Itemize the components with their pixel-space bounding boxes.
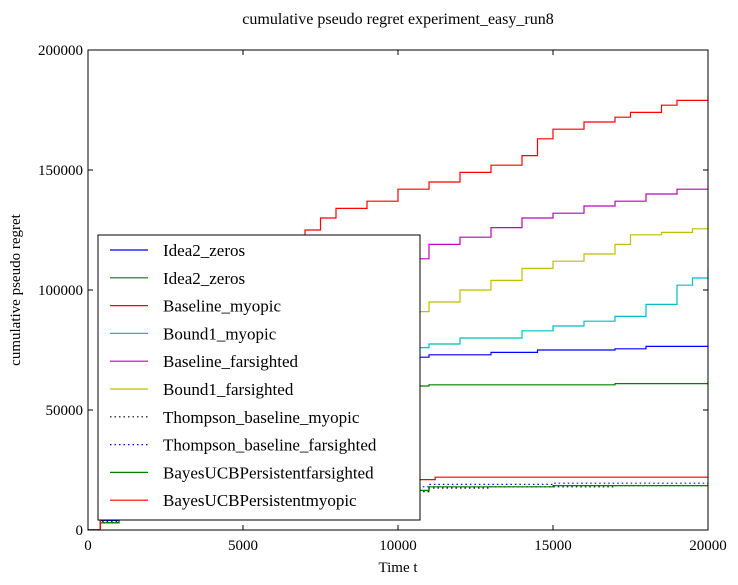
legend-label: Idea2_zeros: [163, 241, 245, 260]
legend-label: Bound1_farsighted: [163, 380, 294, 399]
y-tick-label: 100000: [38, 283, 83, 299]
y-tick-label: 0: [76, 523, 84, 539]
x-axis-label: Time t: [378, 560, 418, 576]
legend-label: Idea2_zeros: [163, 269, 245, 288]
y-tick-label: 200000: [38, 43, 83, 59]
y-axis-label: cumulative pseudo regret: [8, 213, 24, 365]
legend-box: [97, 234, 421, 521]
y-tick-label: 50000: [46, 403, 84, 419]
x-tick-label: 15000: [534, 538, 572, 554]
legend-label: BayesUCBPersistentmyopic: [163, 491, 357, 510]
x-tick-label: 10000: [379, 538, 417, 554]
legend-label: Baseline_myopic: [163, 297, 281, 316]
legend-label: Bound1_myopic: [163, 324, 277, 343]
legend-label: Thompson_baseline_farsighted: [163, 436, 377, 455]
legend-label: BayesUCBPersistentfarsighted: [163, 463, 374, 482]
legend-label: Thompson_baseline_myopic: [163, 408, 360, 427]
legend: Idea2_zeros Idea2_zeros Baseline_myopic Bou…: [97, 234, 421, 521]
x-tick-label: 5000: [228, 538, 258, 554]
x-tick-label: 0: [84, 538, 92, 554]
y-tick-label: 150000: [38, 163, 83, 179]
x-tick-label: 20000: [689, 538, 727, 554]
legend-label: Baseline_farsighted: [163, 352, 299, 371]
chart-title: cumulative pseudo regret experiment_easy…: [242, 11, 553, 28]
